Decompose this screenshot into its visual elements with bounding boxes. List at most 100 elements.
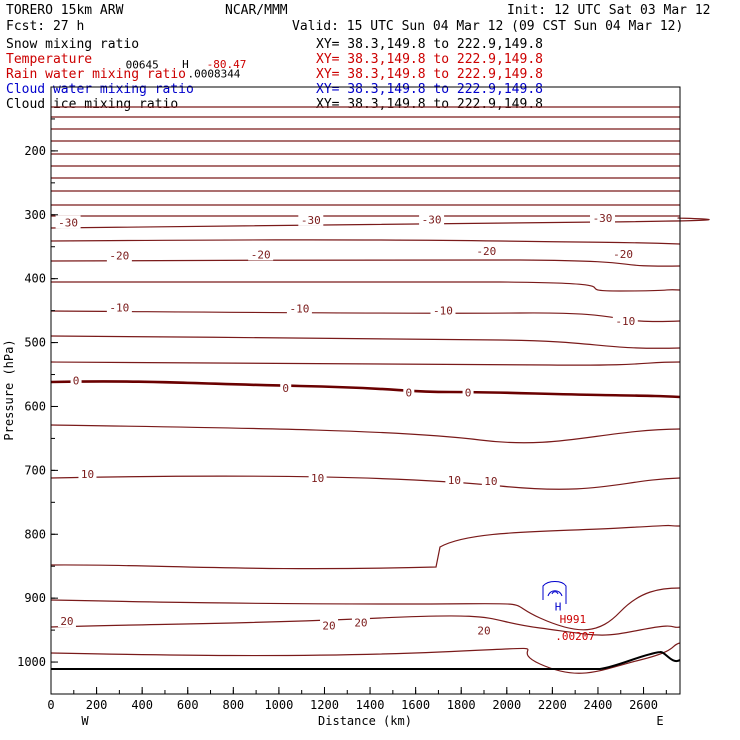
isotherm-upper-9: [50, 215, 681, 217]
x-tick-label-7: 1400: [356, 698, 385, 712]
contour-label-13: 0: [282, 382, 289, 395]
extremum-label-0: 00645: [126, 59, 159, 72]
legend-label-snow: Snow mixing ratio: [6, 37, 140, 52]
west-label: W: [81, 714, 89, 728]
y-tick-label-6: 800: [24, 527, 46, 541]
legend-xy-cloud-water: XY= 38.3,149.8 to 222.9,149.8: [316, 82, 543, 97]
cloud-water-contour-outer: [542, 581, 567, 604]
x-tick-label-3: 600: [177, 698, 199, 712]
isotherm-1: [50, 239, 681, 245]
x-tick-label-0: 0: [47, 698, 54, 712]
x-axis-label: Distance (km): [318, 714, 412, 728]
contour-label-bg-0: [55, 215, 81, 229]
contour-label-4: -20: [109, 250, 129, 263]
x-tick-label-1: 200: [86, 698, 108, 712]
contour-label-2: -30: [422, 213, 442, 226]
y-tick-label-0: 200: [24, 144, 46, 158]
contour-label-18: 10: [448, 474, 461, 487]
extremum-label-3: .0008344: [187, 68, 240, 81]
isotherm-12: [50, 642, 681, 674]
legend-xy-temperature: XY= 38.3,149.8 to 222.9,149.8: [316, 52, 543, 67]
contour-label-bg-15: [462, 385, 474, 399]
contour-label-bg-1: [298, 212, 324, 226]
legend-label-cloud-ice: Cloud ice mixing ratio: [6, 97, 179, 112]
contour-label-22: 20: [354, 616, 367, 629]
contour-label-19: 10: [484, 475, 497, 488]
isotherm-10: [50, 587, 681, 631]
model-name: TORERO 15km ARW: [6, 3, 124, 18]
x-tick-label-10: 2000: [492, 698, 521, 712]
isotherm-0: [50, 217, 710, 229]
isotherm-upper-3: [50, 140, 681, 142]
isotherm-upper-6: [50, 177, 681, 179]
contour-label-bg-2: [419, 212, 445, 226]
contour-label-bg-8: [106, 300, 132, 314]
contour-label-17: 10: [311, 472, 324, 485]
extremum-label-1: H: [182, 58, 189, 71]
contour-label-bg-3: [590, 210, 616, 224]
isotherm-upper-1: [50, 116, 681, 118]
extremum-label-4: H: [555, 600, 562, 613]
legend-label-temperature: Temperature: [6, 52, 93, 67]
isotherm-7: [50, 424, 681, 444]
contour-label-bg-23: [475, 623, 494, 637]
legend-xy-cloud-ice: XY= 38.3,149.8 to 222.9,149.8: [316, 97, 543, 112]
y-tick-label-7: 900: [24, 591, 46, 605]
contour-label-10: -10: [433, 305, 453, 318]
contour-label-bg-21: [320, 618, 339, 632]
isotherm-2: [50, 259, 681, 267]
contour-label-9: -10: [289, 303, 309, 316]
contour-label-bg-13: [280, 380, 292, 394]
contour-label-bg-19: [481, 474, 500, 488]
legend-xy-snow: XY= 38.3,149.8 to 222.9,149.8: [316, 37, 543, 52]
contour-label-23: 20: [477, 625, 490, 638]
isotherm-11: [50, 615, 681, 636]
y-tick-label-3: 500: [24, 336, 46, 350]
cloud-water-contour-inner: [547, 590, 563, 597]
y-tick-label-5: 700: [24, 463, 46, 477]
isotherm-6: [50, 361, 681, 366]
forecast-hour: Fcst: 27 h: [6, 19, 85, 34]
freezing-level-line: [50, 380, 681, 399]
plot-frame: [50, 86, 681, 695]
contour-label-bg-7: [610, 246, 636, 260]
isotherm-9: [50, 524, 681, 570]
contour-label-bg-20: [57, 614, 76, 628]
valid-time: Valid: 15 UTC Sun 04 Mar 12 (09 CST Sun …: [292, 19, 684, 34]
x-tick-label-2: 400: [131, 698, 153, 712]
isotherm-8: [50, 475, 681, 490]
isotherm-upper-2: [50, 128, 681, 130]
contour-label-5: -20: [251, 248, 271, 261]
x-tick-label-8: 1600: [401, 698, 430, 712]
isotherm-5: [50, 335, 681, 349]
contour-label-6: -20: [476, 245, 496, 258]
contour-label-7: -20: [613, 248, 633, 261]
center-name: NCAR/MMM: [225, 3, 288, 18]
isotherm-upper-0: [50, 106, 681, 108]
legend-label-rain: Rain water mixing ratio: [6, 67, 187, 82]
temperature-contours: [50, 106, 710, 674]
contour-label-bg-4: [106, 248, 132, 262]
cloud-water-contour-core: [551, 591, 559, 595]
contour-label-bg-18: [445, 472, 464, 486]
isotherm-4: [50, 310, 681, 323]
contour-label-15: 0: [465, 386, 472, 399]
y-tick-label-4: 600: [24, 399, 46, 413]
x-tick-label-13: 2600: [629, 698, 658, 712]
contour-labels: -30 -30 -30 -30-20 -20 -20 -20-10 -10 -10-1000 0 0…: [55, 58, 638, 643]
contour-label-21: 20: [322, 620, 335, 633]
axes: 0 200 400 600 800 1000 1200 1400 1600 1800 2000 220…: [17, 86, 681, 712]
contour-label-11: -10: [615, 315, 635, 328]
y-tick-label-8: 1000: [17, 655, 46, 669]
contour-label-16: 10: [81, 468, 94, 481]
x-tick-label-6: 1200: [310, 698, 339, 712]
contour-label-20: 20: [60, 615, 73, 628]
contour-label-0: -30: [58, 216, 78, 229]
isotherm-upper-8: [50, 204, 681, 206]
init-time: Init: 12 UTC Sat 03 Mar 12: [507, 3, 711, 18]
extremum-label-2: -80.47: [207, 58, 247, 71]
x-tick-label-9: 1800: [447, 698, 476, 712]
contour-label-1: -30: [301, 214, 321, 227]
x-tick-label-4: 800: [222, 698, 244, 712]
